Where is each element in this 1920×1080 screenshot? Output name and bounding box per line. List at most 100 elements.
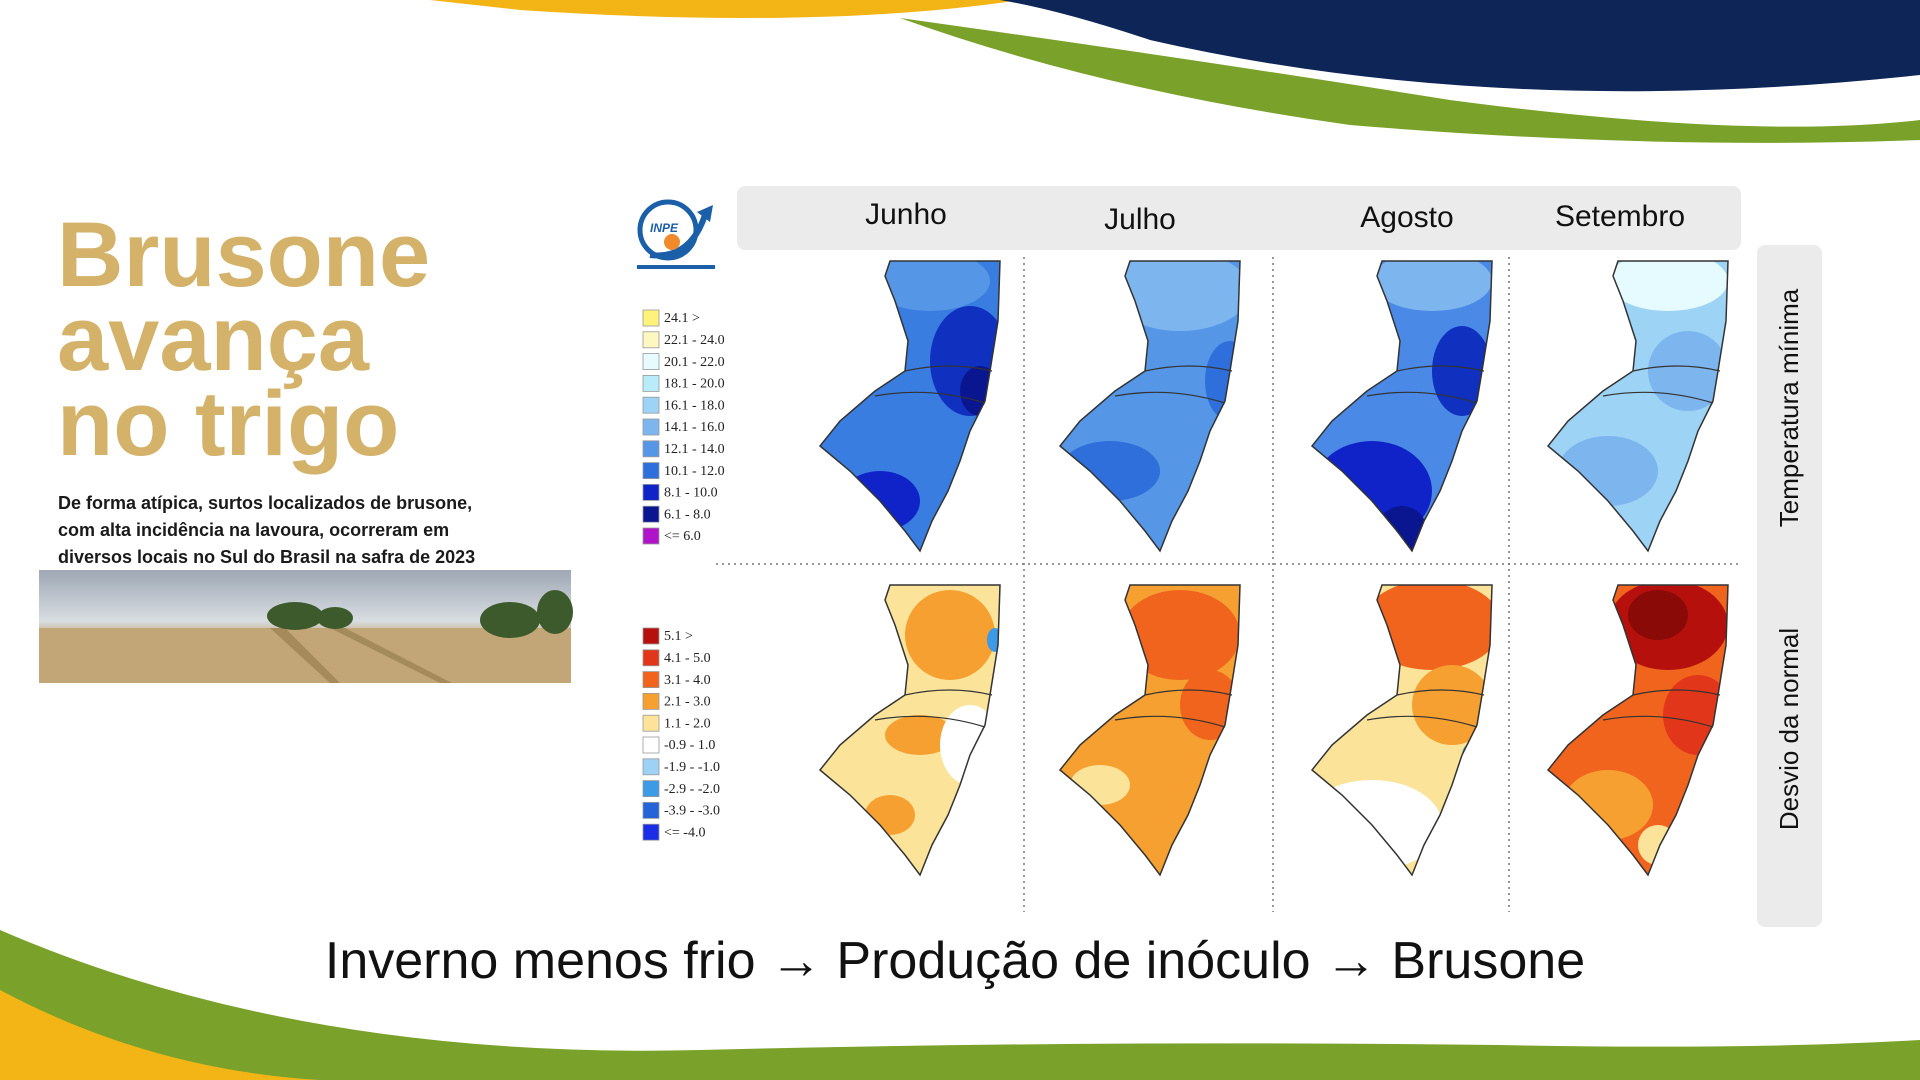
- legend-swatch: [642, 353, 660, 371]
- map-panel: [1546, 584, 1729, 877]
- legend-label: 16.1 - 18.0: [664, 398, 725, 413]
- map-outline: [1546, 260, 1729, 553]
- map-region: [1372, 261, 1492, 311]
- legend-label: 4.1 - 5.0: [664, 651, 711, 666]
- caption: Inverno menos frio → Produção de inóculo…: [325, 932, 1585, 990]
- legend-swatch: [642, 527, 660, 545]
- map-region: [1628, 590, 1688, 640]
- wave-yellow-bottom: [0, 990, 320, 1080]
- map-region: [1362, 585, 1492, 670]
- headline: Brusone avança no trigo: [57, 204, 430, 475]
- map-fill: [1060, 261, 1240, 551]
- photo-tracks: [270, 628, 452, 683]
- map-panel: [818, 584, 1001, 877]
- legend-swatch: [642, 693, 660, 710]
- map-fill: [820, 261, 1000, 551]
- legend-label: 24.1 >: [664, 311, 700, 326]
- legend-swatch: [642, 374, 660, 392]
- map-outline: [1058, 260, 1241, 553]
- legends: 24.1 > 22.1 - 24.0 20.1 - 22.0 18.1 - 20.0 1…: [642, 309, 725, 841]
- legend-label: 10.1 - 12.0: [664, 464, 725, 479]
- map-region: [1638, 825, 1678, 865]
- maps: [818, 260, 1729, 877]
- map-fill: [1548, 261, 1728, 551]
- legend-label: -0.9 - 1.0: [664, 738, 715, 753]
- headline-line: avança: [57, 288, 370, 390]
- legend-label: 14.1 - 16.0: [664, 420, 725, 435]
- legend-label: 3.1 - 4.0: [664, 673, 711, 688]
- state-border: [1114, 365, 1233, 404]
- map-panel: [1546, 260, 1729, 553]
- state-border: [1602, 689, 1721, 728]
- state-border: [1114, 689, 1233, 728]
- month-labels: Junho Julho Agosto Setembro: [865, 198, 1685, 236]
- legend-swatch: [642, 649, 660, 667]
- state-border: [1366, 689, 1485, 728]
- headline-line: no trigo: [57, 373, 399, 475]
- map-outline: [818, 584, 1001, 877]
- map-region: [870, 261, 990, 311]
- map-panel: [1310, 584, 1493, 877]
- legend-swatch: [642, 714, 660, 732]
- wave-yellow-top: [430, 0, 1020, 18]
- legend-label: 22.1 - 24.0: [664, 333, 725, 348]
- legend-swatch: [642, 331, 660, 349]
- map-region: [1120, 590, 1240, 680]
- map-fill: [1312, 261, 1492, 551]
- state-border: [1602, 365, 1721, 404]
- subtitle-line: De forma atípica, surtos localizados de …: [58, 493, 472, 513]
- map-fill: [1312, 585, 1492, 875]
- month-label: Agosto: [1360, 201, 1453, 234]
- legend-swatch: [642, 823, 660, 841]
- map-outline: [1546, 584, 1729, 877]
- legend-label: 5.1 >: [664, 629, 693, 644]
- row-label: Desvio da normal: [1774, 628, 1804, 830]
- panel-separators: [716, 257, 1739, 912]
- legend: 24.1 > 22.1 - 24.0 20.1 - 22.0 18.1 - 20.0 1…: [642, 309, 725, 545]
- legend-swatch: [642, 758, 660, 776]
- legend-label: 8.1 - 10.0: [664, 486, 718, 501]
- legend-swatch: [642, 736, 660, 754]
- legend-swatch: [642, 671, 660, 688]
- map-region: [905, 590, 995, 680]
- map-outline: [1310, 584, 1493, 877]
- logo-text: INPE: [650, 221, 679, 235]
- headline-line: Brusone: [57, 204, 430, 306]
- state-border: [874, 689, 993, 728]
- map-region: [940, 705, 1000, 785]
- legend-label: 12.1 - 14.0: [664, 442, 725, 457]
- map-region: [987, 628, 1000, 652]
- legend-label: -2.9 - -2.0: [664, 782, 720, 797]
- map-panel: [1058, 584, 1241, 877]
- map-region: [1462, 743, 1482, 767]
- legend-label: 6.1 - 8.0: [664, 507, 711, 522]
- map-panel: [818, 260, 1001, 553]
- map-region: [1110, 261, 1240, 331]
- subtitle-line: com alta incidência na lavoura, ocorrera…: [58, 520, 449, 540]
- map-fill: [1548, 585, 1728, 875]
- legend-label: 1.1 - 2.0: [664, 716, 711, 731]
- legend-label: <= -4.0: [664, 825, 705, 840]
- legend-swatch: [642, 440, 660, 458]
- legend-swatch: [642, 627, 660, 645]
- map-region: [1558, 436, 1658, 506]
- inpe-logo: INPE: [637, 199, 715, 269]
- legend-swatch: [642, 418, 660, 436]
- wave-navy-top: [1000, 0, 1920, 92]
- legend-label: 18.1 - 20.0: [664, 377, 725, 392]
- map-fill: [1060, 585, 1240, 875]
- month-label: Junho: [865, 198, 947, 231]
- legend-label: 20.1 - 22.0: [664, 355, 725, 370]
- map-region: [1180, 670, 1240, 740]
- month-label: Julho: [1104, 203, 1176, 236]
- legend-swatch: [642, 462, 660, 480]
- legend-label: <= 6.0: [664, 529, 701, 544]
- map-region: [1663, 675, 1728, 755]
- map-region: [1432, 326, 1492, 416]
- month-label: Setembro: [1555, 200, 1685, 233]
- row-label-box: [1757, 245, 1822, 927]
- legend-label: -3.9 - -3.0: [664, 804, 720, 819]
- legend-swatch: [642, 396, 660, 414]
- map-region: [1608, 261, 1728, 311]
